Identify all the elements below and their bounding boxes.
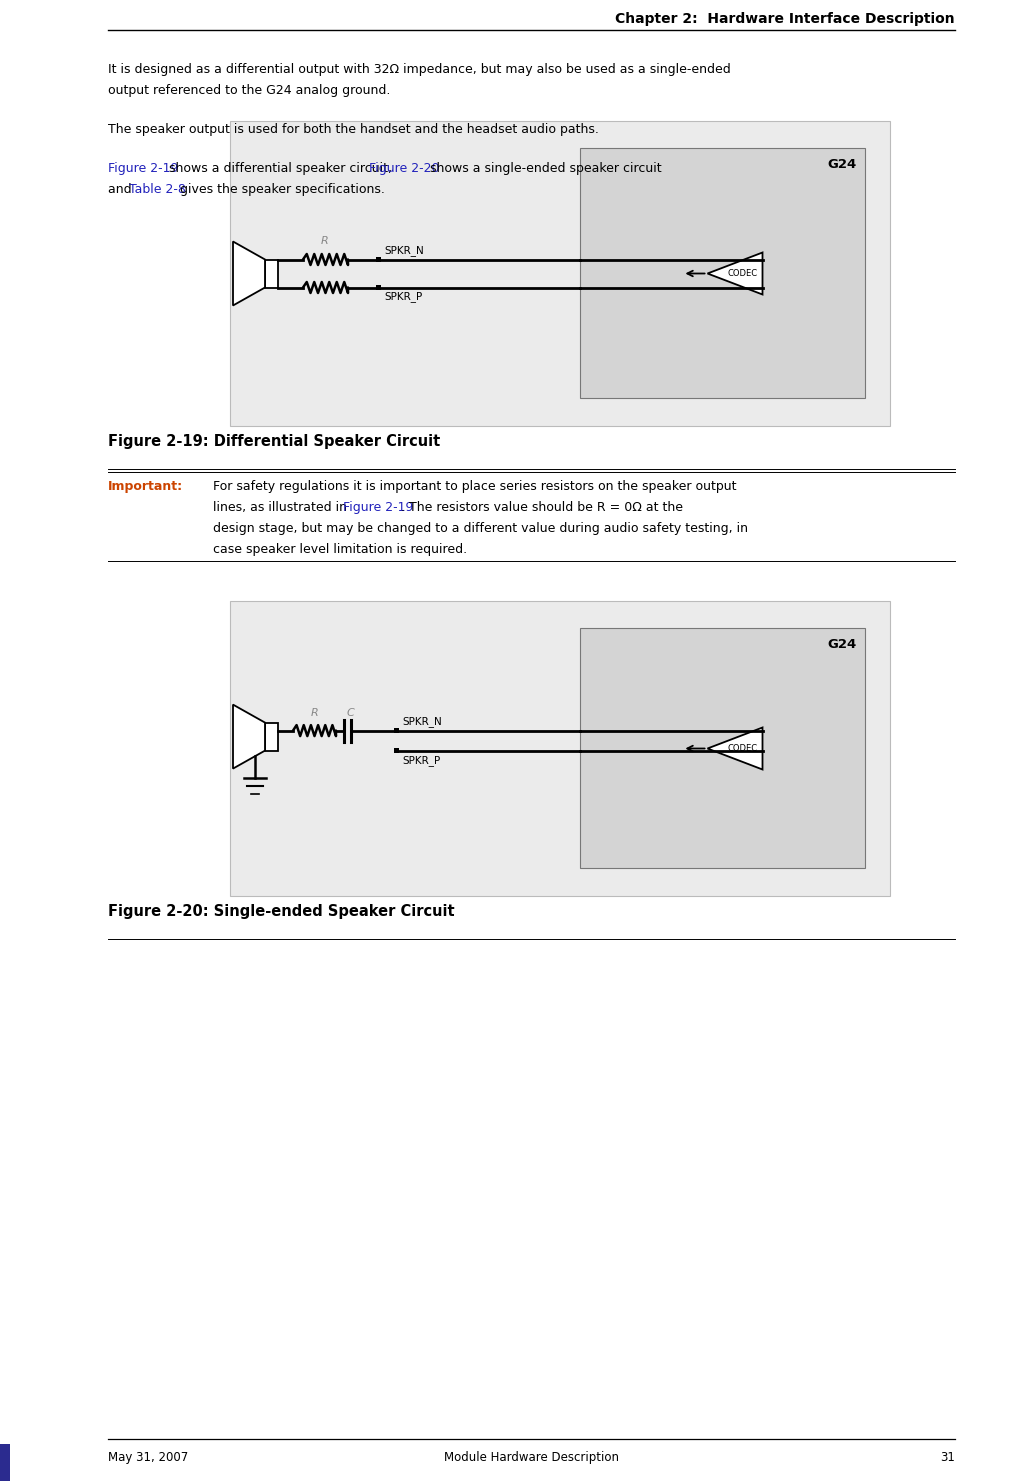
Text: design stage, but may be changed to a different value during audio safety testin: design stage, but may be changed to a di…: [213, 521, 748, 535]
Text: 31: 31: [940, 1451, 955, 1465]
Text: R: R: [311, 708, 319, 718]
Bar: [375, 284, 380, 290]
Text: . The resistors value should be R = 0Ω at the: . The resistors value should be R = 0Ω a…: [401, 501, 683, 514]
Polygon shape: [707, 252, 762, 295]
Text: Module Hardware Description: Module Hardware Description: [444, 1451, 619, 1465]
Text: SPKR_N: SPKR_N: [402, 715, 442, 727]
Text: Figure 2-19: Figure 2-19: [343, 501, 414, 514]
Bar: [393, 748, 399, 754]
Text: It is designed as a differential output with 32Ω impedance, but may also be used: It is designed as a differential output …: [108, 64, 731, 76]
Text: Chapter 2:  Hardware Interface Description: Chapter 2: Hardware Interface Descriptio…: [615, 12, 955, 27]
Text: The speaker output is used for both the handset and the headset audio paths.: The speaker output is used for both the …: [108, 123, 599, 136]
Text: Figure 2-19: Differential Speaker Circuit: Figure 2-19: Differential Speaker Circui…: [108, 434, 440, 449]
Text: SPKR_P: SPKR_P: [402, 755, 440, 766]
Bar: [265, 723, 278, 751]
Polygon shape: [233, 241, 265, 305]
Polygon shape: [707, 727, 762, 770]
Text: G24: G24: [828, 158, 857, 170]
Text: Figure 2-20: Figure 2-20: [369, 161, 439, 175]
Text: and: and: [108, 184, 136, 195]
Text: CODEC: CODEC: [728, 743, 758, 752]
Text: For safety regulations it is important to place series resistors on the speaker : For safety regulations it is important t…: [213, 480, 737, 493]
Text: output referenced to the G24 analog ground.: output referenced to the G24 analog grou…: [108, 84, 390, 96]
Text: gives the speaker specifications.: gives the speaker specifications.: [176, 184, 384, 195]
Bar: [580, 628, 865, 868]
Text: Figure 2-20: Single-ended Speaker Circuit: Figure 2-20: Single-ended Speaker Circui…: [108, 903, 455, 920]
Bar: [265, 259, 278, 287]
Bar: [230, 601, 890, 896]
Polygon shape: [233, 705, 265, 769]
Text: Figure 2-19: Figure 2-19: [108, 161, 179, 175]
Bar: [0, 1444, 10, 1481]
Text: shows a single-ended speaker circuit: shows a single-ended speaker circuit: [426, 161, 662, 175]
Bar: [580, 148, 865, 398]
Text: Important:: Important:: [108, 480, 183, 493]
Text: case speaker level limitation is required.: case speaker level limitation is require…: [213, 544, 467, 555]
Bar: [375, 258, 380, 262]
Bar: [230, 121, 890, 427]
Text: Table 2-8: Table 2-8: [129, 184, 186, 195]
Text: May 31, 2007: May 31, 2007: [108, 1451, 188, 1465]
Text: G24: G24: [828, 638, 857, 652]
Text: SPKR_N: SPKR_N: [384, 244, 424, 256]
Text: SPKR_P: SPKR_P: [384, 292, 422, 302]
Text: R: R: [321, 237, 329, 246]
Text: shows a differential speaker circuit,: shows a differential speaker circuit,: [166, 161, 397, 175]
Text: C: C: [346, 708, 354, 718]
Bar: [393, 729, 399, 733]
Text: lines, as illustrated in: lines, as illustrated in: [213, 501, 351, 514]
Text: CODEC: CODEC: [728, 270, 758, 278]
